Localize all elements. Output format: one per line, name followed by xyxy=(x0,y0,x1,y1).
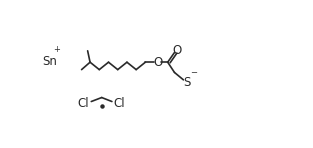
Text: O: O xyxy=(172,44,182,57)
Text: Cl: Cl xyxy=(113,97,125,110)
Text: −: − xyxy=(190,68,197,77)
Text: Cl: Cl xyxy=(77,97,89,110)
Text: +: + xyxy=(54,45,60,54)
Text: S: S xyxy=(183,76,191,89)
Text: Sn: Sn xyxy=(43,55,58,68)
Text: O: O xyxy=(153,56,162,69)
